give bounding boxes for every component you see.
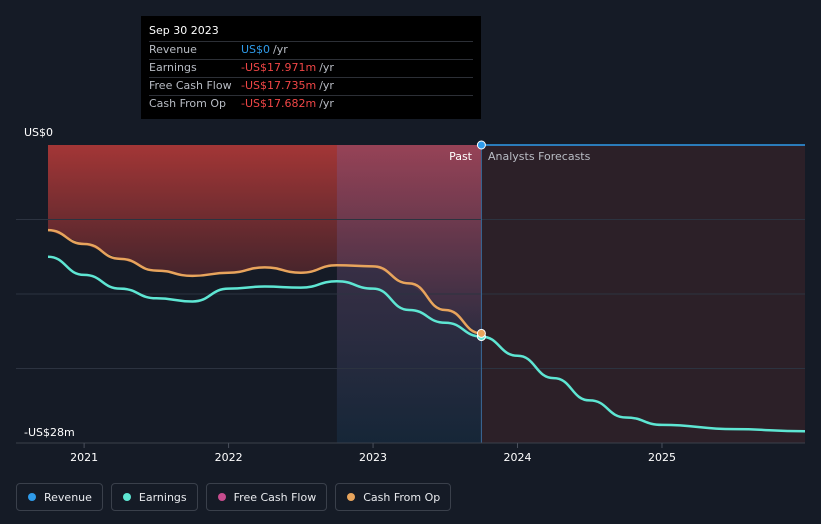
legend-item-free-cash-flow[interactable]: Free Cash Flow bbox=[205, 483, 328, 511]
past-label: Past bbox=[449, 150, 473, 163]
tooltip-rows: Revenue US$0/yr Earnings -US$17.971m/yr Free… bbox=[149, 41, 473, 113]
tooltip-row-unit: /yr bbox=[319, 97, 334, 110]
tooltip-row-value: -US$17.971m bbox=[241, 61, 317, 74]
tooltip: Sep 30 2023 Revenue US$0/yr Earnings -US$17… bbox=[141, 16, 481, 119]
tooltip-row-unit: /yr bbox=[319, 79, 334, 92]
x-tick-label: 2025 bbox=[648, 451, 676, 464]
tooltip-row-value: US$0 bbox=[241, 43, 271, 56]
legend-label: Revenue bbox=[44, 490, 92, 504]
tooltip-date: Sep 30 2023 bbox=[149, 24, 219, 37]
legend-dot-icon bbox=[347, 493, 356, 501]
tooltip-row-earnings: Earnings -US$17.971m/yr bbox=[149, 59, 473, 77]
legend-item-revenue[interactable]: Revenue bbox=[16, 483, 103, 511]
forecast-label: Analysts Forecasts bbox=[488, 150, 591, 163]
tooltip-row-label: Free Cash Flow bbox=[149, 79, 232, 92]
legend-dot-icon bbox=[217, 493, 226, 501]
legend-label: Free Cash Flow bbox=[233, 490, 317, 504]
legend-dot-icon bbox=[122, 493, 131, 501]
legend-dot-icon bbox=[28, 493, 36, 501]
y-tick-label-top: US$0 bbox=[24, 126, 53, 139]
tooltip-row-cash-from-op: Cash From Op -US$17.682m/yr bbox=[149, 95, 473, 113]
tooltip-row-unit: /yr bbox=[319, 61, 334, 74]
x-tick-label: 2022 bbox=[215, 451, 243, 464]
cash-from-op-marker bbox=[476, 328, 486, 338]
tooltip-row-free-cash-flow: Free Cash Flow -US$17.735m/yr bbox=[149, 77, 473, 95]
tooltip-row-unit: /yr bbox=[273, 43, 288, 56]
cash-from-op-line bbox=[47, 228, 482, 335]
tooltip-row-revenue: Revenue US$0/yr bbox=[149, 41, 473, 59]
x-tick-label: 2021 bbox=[70, 451, 98, 464]
legend: Revenue Earnings Free Cash Flow Cash From O… bbox=[16, 483, 452, 511]
chart-gridlines bbox=[16, 145, 805, 444]
legend-label: Cash From Op bbox=[363, 490, 441, 504]
tooltip-row-label: Earnings bbox=[149, 61, 197, 74]
legend-label: Earnings bbox=[138, 490, 187, 504]
chart-markers bbox=[476, 140, 486, 342]
legend-item-earnings[interactable]: Earnings bbox=[110, 483, 198, 511]
tooltip-row-value: -US$17.735m bbox=[241, 79, 317, 92]
tooltip-row-value: -US$17.682m bbox=[241, 97, 317, 110]
x-tick-labels: 2021 2022 2023 2024 2025 bbox=[70, 443, 676, 464]
legend-item-cash-from-op[interactable]: Cash From Op bbox=[335, 483, 452, 511]
x-tick-label: 2023 bbox=[359, 451, 387, 464]
tooltip-row-label: Cash From Op bbox=[149, 97, 227, 110]
x-tick-label: 2024 bbox=[504, 451, 532, 464]
y-tick-label-bottom: -US$28m bbox=[24, 426, 75, 439]
tooltip-row-label: Revenue bbox=[149, 43, 197, 56]
revenue-marker bbox=[476, 140, 486, 150]
earnings-line bbox=[47, 255, 806, 433]
chart-lines bbox=[47, 144, 806, 433]
